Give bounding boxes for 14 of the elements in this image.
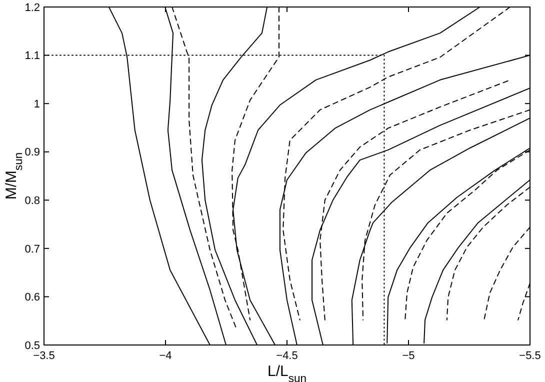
y-tick-label: 1 [34, 98, 40, 110]
y-tick-label: 0.8 [24, 194, 40, 207]
y-tick-label: 1.1 [24, 50, 40, 62]
x-tick-label: −5 [402, 350, 415, 362]
x-tick-label: −4.5 [276, 350, 298, 362]
x-tick-label: −4 [159, 350, 172, 362]
y-tick-label: 0.7 [24, 243, 40, 256]
x-axis-title: L/L$_{sun}$ [268, 363, 306, 382]
y-tick-label: 0.6 [24, 292, 40, 304]
y-tick-label: 1.2 [24, 2, 40, 14]
y-tick-label: 0.9 [24, 146, 40, 159]
x-tick-label: −5.5 [519, 350, 541, 362]
x-tick-label: −3.5 [33, 350, 55, 362]
y-tick-label: 0.5 [24, 340, 40, 352]
